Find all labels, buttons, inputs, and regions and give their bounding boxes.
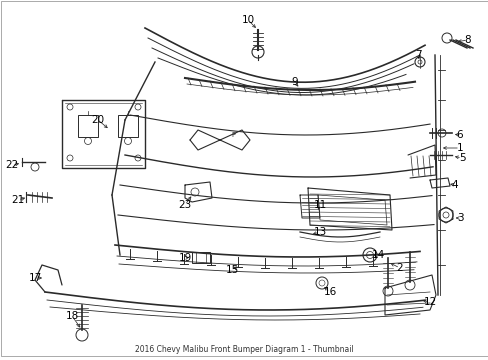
Text: 22: 22 xyxy=(5,160,19,170)
Text: 2: 2 xyxy=(396,263,403,273)
Text: 1: 1 xyxy=(456,143,462,153)
Text: 5: 5 xyxy=(458,153,465,163)
Text: 3: 3 xyxy=(456,213,462,223)
Text: 21: 21 xyxy=(11,195,24,205)
Text: 18: 18 xyxy=(65,311,79,321)
Text: 11: 11 xyxy=(313,200,326,210)
Text: 7: 7 xyxy=(414,50,421,60)
Bar xyxy=(192,252,209,263)
Text: 19: 19 xyxy=(178,253,191,263)
Text: 20: 20 xyxy=(91,115,104,125)
Text: 14: 14 xyxy=(370,250,384,260)
Text: 15: 15 xyxy=(225,265,238,275)
Text: 9: 9 xyxy=(291,77,298,87)
Text: 8: 8 xyxy=(464,35,470,45)
Text: 10: 10 xyxy=(241,15,254,25)
Bar xyxy=(78,115,98,137)
Text: P: P xyxy=(230,132,235,138)
Text: 2016 Chevy Malibu Front Bumper Diagram 1 - Thumbnail: 2016 Chevy Malibu Front Bumper Diagram 1… xyxy=(134,346,353,355)
Text: 16: 16 xyxy=(323,287,336,297)
Text: 6: 6 xyxy=(456,130,462,140)
Text: 12: 12 xyxy=(423,297,436,307)
Text: 4: 4 xyxy=(451,180,457,190)
Text: 17: 17 xyxy=(28,273,41,283)
Bar xyxy=(118,115,138,137)
Text: 13: 13 xyxy=(313,227,326,237)
Text: 23: 23 xyxy=(178,200,191,210)
